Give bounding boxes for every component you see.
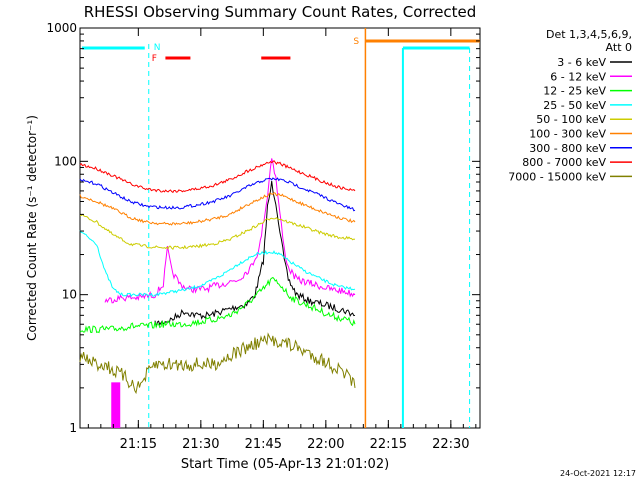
y-tick-label: 100 (54, 154, 77, 168)
legend-label: 3 - 6 keV (557, 56, 606, 69)
series-line (79, 177, 356, 212)
x-tick-label: 22:00 (307, 437, 344, 452)
series-line (79, 213, 356, 251)
legend-label: 6 - 12 keV (550, 70, 606, 83)
series-line (104, 158, 356, 304)
series-line (79, 276, 356, 334)
plot-frame (79, 27, 481, 429)
chart-title: RHESSI Observing Summary Count Rates, Co… (84, 3, 477, 21)
y-tick-label: 1 (69, 421, 77, 435)
y-tick-label: 10 (62, 288, 77, 302)
legend-label: 7000 - 15000 keV (508, 170, 606, 183)
s-flag-label: S (353, 37, 359, 47)
legend-label: 300 - 800 keV (529, 142, 606, 155)
series-layer (79, 158, 356, 428)
series-line (79, 332, 356, 395)
y-tick-label: 1000 (46, 21, 77, 35)
series-6-12-low-block (111, 382, 121, 428)
x-tick-label: 21:45 (245, 437, 282, 452)
x-tick-label: 21:15 (120, 437, 157, 452)
x-tick-label: 22:30 (432, 437, 469, 452)
flag-layer: NF S (82, 28, 480, 428)
x-tick-label: 21:30 (182, 437, 219, 452)
n-flag-label: N (154, 43, 161, 53)
legend-label: 25 - 50 keV (543, 99, 606, 112)
f-flag-label: F (152, 54, 157, 64)
legend-label: 800 - 7000 keV (522, 156, 606, 169)
axis-layer: 21:15 21:30 21:45 22:00 22:15 22:30 1 10 100 1000 (46, 21, 480, 452)
legend-label: 50 - 100 keV (536, 113, 606, 126)
series-line (79, 192, 356, 226)
x-tick-label: 22:15 (370, 437, 407, 452)
series-line (154, 181, 356, 328)
legend-header: Det 1,3,4,5,6,9, (546, 28, 632, 41)
series-line (79, 159, 356, 194)
legend-header-att: Att 0 (606, 41, 632, 54)
series-line (79, 230, 356, 298)
legend-label: 100 - 300 keV (529, 128, 606, 141)
x-axis-title: Start Time (05-Apr-13 21:01:02) (181, 457, 389, 472)
footer-date: 24-Oct-2021 12:17 (560, 469, 636, 478)
legend-label: 12 - 25 keV (543, 85, 606, 98)
y-axis-title: Corrected Count Rate (s⁻¹ detector⁻¹) (25, 115, 39, 341)
